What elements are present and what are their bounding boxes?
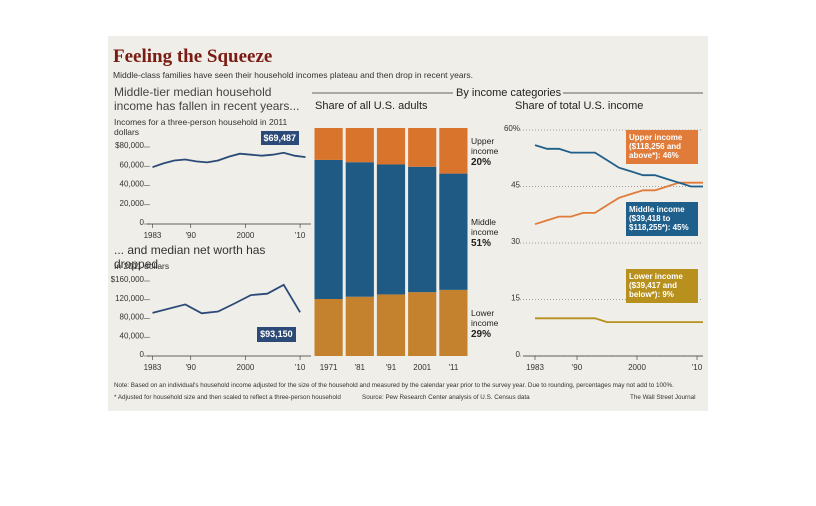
- title: Feeling the Squeeze: [113, 46, 273, 67]
- legend-note: ($118,256 and above*): 46%: [629, 142, 682, 161]
- y-tick-label: 15: [511, 294, 520, 303]
- bar-segment: [439, 173, 468, 290]
- data-label: 51%: [471, 237, 492, 249]
- x-tick-label: 2000: [628, 363, 646, 372]
- bar-segment: [408, 166, 437, 293]
- legend-label: Upper income: [629, 133, 683, 142]
- legend-label: Upper income: [471, 135, 499, 156]
- y-tick-label: 20,000: [120, 199, 145, 208]
- bar-segment: [314, 299, 343, 356]
- bar-segment: [376, 128, 406, 165]
- bar-segment: [345, 296, 374, 356]
- y-tick-label: 45: [511, 181, 520, 190]
- x-tick-label: '10: [295, 231, 306, 240]
- y-tick-label: 40,000: [120, 180, 145, 189]
- y-tick-label: 30: [511, 237, 520, 246]
- bar-segment: [314, 159, 343, 299]
- source: Source: Pew Research Center analysis of …: [362, 394, 530, 401]
- y-tick-label: 0: [140, 350, 145, 359]
- note: Note: Based on an individual's household…: [114, 382, 674, 389]
- data-label: 20%: [471, 156, 492, 168]
- data-label: 29%: [471, 328, 492, 340]
- line: [152, 151, 306, 169]
- data-label: $93,150: [257, 327, 296, 342]
- legend-label: Middle income: [629, 205, 685, 214]
- y-tick-label: 60,000: [120, 160, 145, 169]
- chart-title: Share of total U.S. income: [515, 100, 644, 112]
- bar-segment: [314, 128, 343, 160]
- note: * Adjusted for household size and then s…: [114, 394, 341, 401]
- bar-segment: [376, 164, 406, 295]
- y-tick-label: 40,000: [120, 331, 145, 340]
- axis-label: Incomes for a three-person household in …: [114, 117, 288, 137]
- x-tick-label: 1983: [526, 363, 544, 372]
- line: [534, 144, 703, 188]
- y-tick-label: 0: [140, 218, 145, 227]
- y-tick-label: $160,000: [111, 275, 145, 284]
- legend-note: ($39,418 to $118,255*): 45%: [629, 214, 689, 233]
- bar-segment: [408, 292, 437, 356]
- y-tick-label: 120,000: [115, 294, 144, 303]
- x-tick-label: '11: [448, 363, 458, 372]
- chart-title: Middle-tier median household income has …: [114, 85, 300, 113]
- bar-segment: [376, 294, 406, 356]
- legend-box: Middle income ($39,418 to $118,255*): 45%: [626, 202, 698, 236]
- legend-label: Lower income: [629, 272, 683, 281]
- x-tick-label: 1983: [144, 363, 162, 372]
- bar-segment: [345, 128, 374, 163]
- bar-segment: [408, 128, 437, 167]
- x-tick-label: '10: [692, 363, 703, 372]
- line: [152, 283, 301, 315]
- legend-label: Middle income: [471, 216, 499, 237]
- x-tick-label: '90: [572, 363, 583, 372]
- bar-segment: [439, 128, 468, 174]
- legend-label: Lower income: [471, 307, 499, 328]
- x-tick-label: '90: [186, 363, 197, 372]
- x-tick-label: 2000: [237, 231, 255, 240]
- legend-box: Lower income ($39,417 and below*): 9%: [626, 269, 698, 303]
- x-tick-label: '90: [186, 231, 197, 240]
- line: [534, 181, 703, 226]
- chart-title: Share of all U.S. adults: [315, 100, 428, 112]
- subtitle: Middle-class families have seen their ho…: [113, 70, 474, 80]
- x-tick-label: 1983: [144, 231, 162, 240]
- chart-title: ... and median net worth has dropped: [114, 243, 266, 271]
- y-tick-label: $80,000: [115, 141, 144, 150]
- axis-label: In 2011 dollars: [114, 261, 170, 271]
- x-tick-label: '91: [386, 363, 397, 372]
- x-tick-label: 2001: [413, 363, 431, 372]
- data-label: $69,487: [260, 131, 300, 146]
- legend-note: ($39,417 and below*): 9%: [629, 281, 678, 300]
- y-tick-label: 60%: [504, 124, 520, 133]
- x-tick-label: '10: [295, 363, 306, 372]
- section-header: By income categories: [456, 87, 562, 99]
- bar-segment: [345, 162, 374, 297]
- panel: [108, 36, 708, 411]
- line: [535, 317, 703, 324]
- bar-segment: [439, 289, 468, 356]
- legend-box: Upper income ($118,256 and above*): 46%: [626, 130, 698, 164]
- x-tick-label: 1971: [320, 363, 338, 372]
- y-tick-label: 80,000: [120, 313, 145, 322]
- y-tick-label: 0: [516, 350, 521, 359]
- x-tick-label: '81: [355, 363, 366, 372]
- credit: The Wall Street Journal: [630, 394, 696, 401]
- x-tick-label: 2000: [237, 363, 255, 372]
